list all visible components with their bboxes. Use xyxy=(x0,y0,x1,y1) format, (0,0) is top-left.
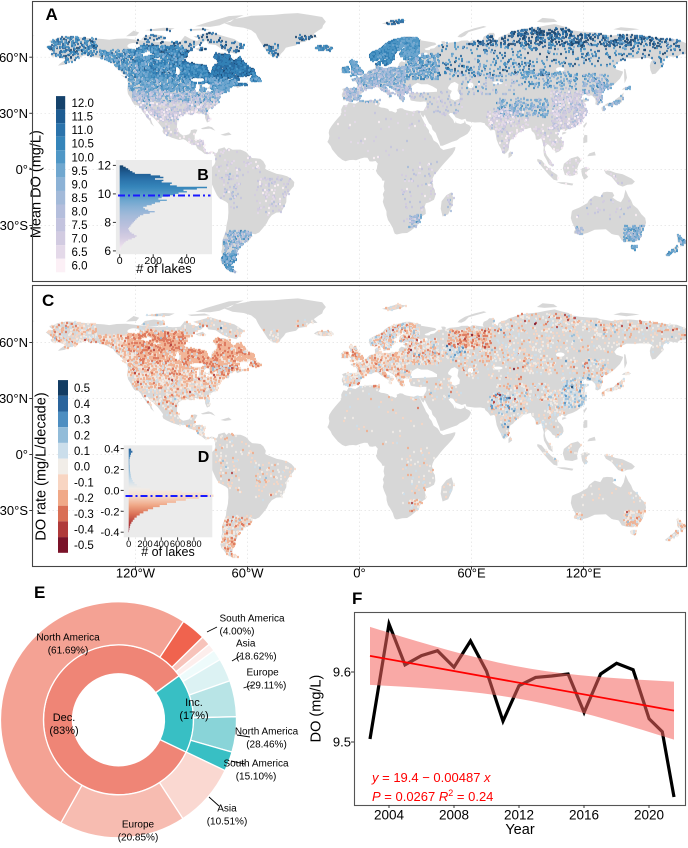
svg-text:60°W: 60°W xyxy=(232,566,265,581)
svg-text:60°E: 60°E xyxy=(457,566,486,581)
svg-text:DO (mg/L): DO (mg/L) xyxy=(309,675,325,743)
svg-text:2016: 2016 xyxy=(569,808,599,823)
svg-text:600: 600 xyxy=(170,539,185,549)
svg-text:2004: 2004 xyxy=(374,808,405,823)
svg-text:DO rate (mg/L/decade): DO rate (mg/L/decade) xyxy=(34,392,50,540)
svg-text:30°N: 30°N xyxy=(0,391,28,406)
svg-text:F: F xyxy=(352,589,362,608)
svg-text:12: 12 xyxy=(98,159,112,173)
svg-text:9.6: 9.6 xyxy=(333,665,351,680)
svg-text:North America: North America xyxy=(36,633,100,644)
svg-text:(20.85%): (20.85%) xyxy=(118,833,159,844)
svg-text:7.0: 7.0 xyxy=(72,234,88,246)
svg-text:(17%): (17%) xyxy=(179,710,208,722)
svg-text:0.5: 0.5 xyxy=(74,383,90,395)
svg-text:0.0: 0.0 xyxy=(74,462,90,474)
svg-text:9.5: 9.5 xyxy=(333,735,351,750)
svg-text:0.2: 0.2 xyxy=(104,465,119,477)
svg-text:12.0: 12.0 xyxy=(72,98,94,110)
svg-text:D: D xyxy=(198,449,210,466)
svg-text:0: 0 xyxy=(117,255,123,267)
svg-text:120°W: 120°W xyxy=(116,566,156,581)
svg-text:South America: South America xyxy=(220,614,285,625)
svg-text:7.5: 7.5 xyxy=(72,220,88,232)
svg-text:C: C xyxy=(42,291,54,310)
svg-text:0°: 0° xyxy=(16,162,28,177)
svg-text:(28.46%): (28.46%) xyxy=(246,740,287,751)
svg-text:(10.51%): (10.51%) xyxy=(207,817,248,828)
svg-text:A: A xyxy=(46,5,58,24)
svg-text:200: 200 xyxy=(144,255,162,267)
svg-text:8.5: 8.5 xyxy=(72,193,88,205)
svg-text:2020: 2020 xyxy=(634,808,664,823)
svg-text:60°N: 60°N xyxy=(0,335,28,350)
svg-text:(18.62%): (18.62%) xyxy=(236,652,277,663)
svg-text:-0.4: -0.4 xyxy=(101,527,120,539)
svg-text:-0.5: -0.5 xyxy=(74,540,94,552)
svg-text:6: 6 xyxy=(104,244,111,258)
svg-text:# of lakes: # of lakes xyxy=(136,261,192,276)
svg-text:6.5: 6.5 xyxy=(72,247,88,259)
svg-text:11.5: 11.5 xyxy=(72,112,94,124)
svg-text:30°S: 30°S xyxy=(0,218,28,233)
svg-text:400: 400 xyxy=(154,539,169,549)
svg-text:Europe: Europe xyxy=(247,667,280,678)
svg-text:10: 10 xyxy=(98,187,112,201)
svg-text:9.0: 9.0 xyxy=(72,179,88,191)
svg-text:0.3: 0.3 xyxy=(74,415,90,427)
svg-text:800: 800 xyxy=(186,539,201,549)
svg-text:P = 0.0267 R2 = 0.24: P = 0.0267 R2 = 0.24 xyxy=(372,788,493,804)
svg-text:Dec.: Dec. xyxy=(53,712,76,724)
svg-text:# of lakes: # of lakes xyxy=(141,545,195,559)
svg-text:-0.4: -0.4 xyxy=(74,524,94,536)
svg-text:0.4: 0.4 xyxy=(104,444,119,456)
svg-text:200: 200 xyxy=(137,539,152,549)
svg-text:(83%): (83%) xyxy=(49,725,78,737)
svg-text:0.2: 0.2 xyxy=(74,430,90,442)
svg-text:9.5: 9.5 xyxy=(72,166,88,178)
svg-text:2008: 2008 xyxy=(439,808,469,823)
svg-text:Asia: Asia xyxy=(217,804,237,815)
svg-text:(61.69%): (61.69%) xyxy=(48,646,89,657)
svg-text:y = 19.4 − 0.00487 x: y = 19.4 − 0.00487 x xyxy=(371,770,491,785)
svg-text:10.0: 10.0 xyxy=(72,152,94,164)
svg-text:(4.00%): (4.00%) xyxy=(220,627,255,638)
svg-text:North America: North America xyxy=(235,727,299,738)
svg-text:E: E xyxy=(34,583,45,602)
svg-text:-0.2: -0.2 xyxy=(101,506,120,518)
svg-text:0.0: 0.0 xyxy=(104,485,119,497)
svg-text:8: 8 xyxy=(104,216,111,230)
svg-text:0.1: 0.1 xyxy=(74,446,90,458)
svg-text:11.0: 11.0 xyxy=(72,125,94,137)
svg-text:2012: 2012 xyxy=(504,808,534,823)
svg-text:Mean DO (mg/L): Mean DO (mg/L) xyxy=(29,130,45,238)
svg-text:0°: 0° xyxy=(16,447,28,462)
svg-text:6.0: 6.0 xyxy=(72,261,88,273)
svg-text:Year: Year xyxy=(505,822,534,838)
svg-text:400: 400 xyxy=(178,255,196,267)
svg-text:Inc.: Inc. xyxy=(185,697,203,709)
svg-text:-0.3: -0.3 xyxy=(74,509,94,521)
svg-text:8.0: 8.0 xyxy=(72,206,88,218)
svg-text:South America: South America xyxy=(223,759,288,770)
svg-text:Asia: Asia xyxy=(236,639,256,650)
svg-text:-0.2: -0.2 xyxy=(74,493,94,505)
svg-text:Europe: Europe xyxy=(122,820,155,831)
svg-text:(15.10%): (15.10%) xyxy=(236,772,277,783)
svg-text:0.4: 0.4 xyxy=(74,399,91,411)
svg-text:10.5: 10.5 xyxy=(72,139,94,151)
svg-text:(29.11%): (29.11%) xyxy=(247,680,287,691)
svg-text:-0.1: -0.1 xyxy=(74,477,94,489)
svg-text:0: 0 xyxy=(126,539,131,549)
svg-text:60°N: 60°N xyxy=(0,50,28,65)
svg-text:B: B xyxy=(197,167,209,184)
svg-text:120°E: 120°E xyxy=(566,566,602,581)
svg-text:0°: 0° xyxy=(353,566,365,581)
svg-text:30°S: 30°S xyxy=(0,503,28,518)
svg-text:30°N: 30°N xyxy=(0,106,28,121)
